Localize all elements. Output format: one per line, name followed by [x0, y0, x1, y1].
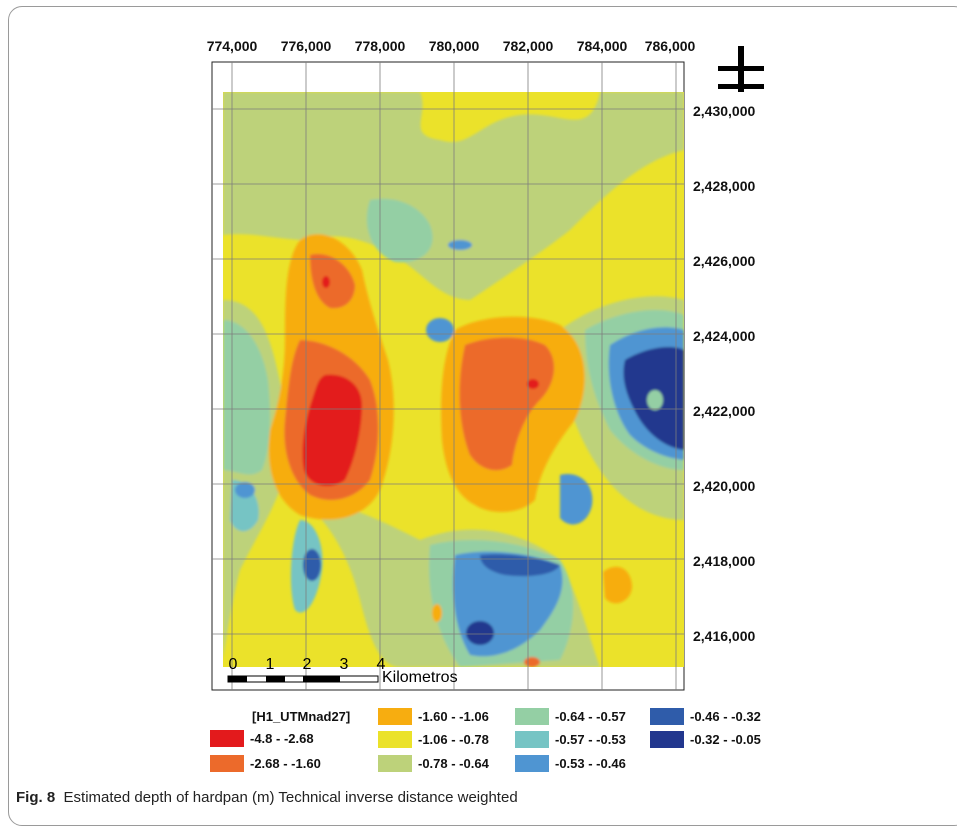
figure-label: Fig. 8 [16, 789, 56, 806]
zone-blue-spot-1 [426, 318, 454, 342]
scale-tick-2: 2 [303, 656, 312, 673]
x-tick-label: 786,000 [644, 38, 696, 54]
graticule [212, 62, 684, 690]
y-tick-label: 2,420,000 [693, 478, 756, 494]
zone-redorange-west [310, 254, 355, 309]
zone-redorange-center [459, 337, 555, 471]
legend-label: -0.46 - -0.32 [690, 709, 761, 724]
legend-swatch [210, 730, 244, 747]
legend-swatch [210, 755, 244, 772]
zone-red-spot-1 [322, 276, 330, 288]
legend-swatch [650, 731, 684, 748]
legend-label: -2.68 - -1.60 [250, 756, 321, 771]
legend-label: -0.64 - -0.57 [555, 709, 626, 724]
zone-orange-small-2 [524, 657, 540, 667]
scale-unit: Kilometros [382, 669, 458, 686]
legend-swatch [378, 755, 412, 772]
zone-orange-east-spot [603, 566, 633, 604]
scale-tick-4: 4 [377, 656, 386, 673]
x-tick-label: 774,000 [206, 38, 258, 54]
legend-label: -1.60 - -1.06 [418, 709, 489, 724]
zone-teal-north [366, 198, 433, 263]
y-tick-label: 2,422,000 [693, 403, 756, 419]
y-tick-label: 2,418,000 [693, 553, 756, 569]
scale-bar [227, 675, 379, 683]
y-tick-label: 2,430,000 [693, 103, 756, 119]
zone-darkblue-south-2 [480, 554, 560, 577]
legend-item: -0.78 - -0.64 [378, 755, 489, 772]
zone-teal-west [223, 320, 270, 475]
zone-blue-center [560, 474, 593, 525]
x-tick-label: 778,000 [354, 38, 406, 54]
legend-item: -1.06 - -0.78 [378, 731, 489, 748]
legend-swatch [378, 731, 412, 748]
legend-swatch [378, 708, 412, 725]
legend-item: -0.57 - -0.53 [515, 731, 626, 748]
north-arrow-cross-icon [718, 46, 764, 92]
zone-darkblue-south-1 [466, 621, 494, 645]
legend-label: -0.32 - -0.05 [690, 732, 761, 747]
legend-swatch [515, 708, 549, 725]
legend-item: -4.8 - -2.68 [210, 730, 314, 747]
x-tick-label: 784,000 [576, 38, 628, 54]
y-tick-label: 2,428,000 [693, 178, 756, 194]
scale-tick-3: 3 [340, 656, 349, 673]
y-tick-label: 2,416,000 [693, 628, 756, 644]
legend-title: [H1_UTMnad27] [252, 709, 351, 724]
zone-red-west [302, 374, 362, 486]
legend-item: -0.53 - -0.46 [515, 755, 626, 772]
legend-label: -0.53 - -0.46 [555, 756, 626, 771]
zone-blue-spot-3 [235, 482, 255, 498]
x-tick-label: 780,000 [428, 38, 480, 54]
legend-swatch [515, 731, 549, 748]
legend-item: -1.60 - -1.06 [378, 708, 489, 725]
zone-green-north [223, 92, 684, 300]
legend-item: -0.32 - -0.05 [650, 731, 761, 748]
zone-bluegrey-spot [647, 390, 663, 410]
scale-tick-1: 1 [266, 656, 275, 673]
x-tick-label: 782,000 [502, 38, 554, 54]
legend-label: -4.8 - -2.68 [250, 731, 314, 746]
figure-caption-text: Estimated depth of hardpan (m) Technical… [63, 789, 518, 806]
zone-orange-small [432, 604, 442, 622]
scale-tick-0: 0 [229, 656, 238, 673]
depth-raster [223, 92, 684, 667]
legend-item: -0.46 - -0.32 [650, 708, 761, 725]
zone-red-spot-2 [527, 379, 539, 389]
legend-label: -1.06 - -0.78 [418, 732, 489, 747]
zone-blue-spot-4 [303, 549, 321, 581]
depth-map: 0 1 2 3 4 Kilometros [211, 46, 764, 691]
legend-label: -0.78 - -0.64 [418, 756, 489, 771]
y-tick-label: 2,426,000 [693, 253, 756, 269]
legend-item: -2.68 - -1.60 [210, 755, 321, 772]
legend-swatch [650, 708, 684, 725]
legend-label: -0.57 - -0.53 [555, 732, 626, 747]
x-tick-label: 776,000 [280, 38, 332, 54]
figure-caption: Fig. 8 Estimated depth of hardpan (m) Te… [16, 789, 518, 806]
zone-blue-spot-2 [448, 240, 472, 250]
y-tick-label: 2,424,000 [693, 328, 756, 344]
legend-item: -0.64 - -0.57 [515, 708, 626, 725]
map-panel: 0 1 2 3 4 Kilometros 774,000 776,000 778… [206, 38, 764, 691]
legend-swatch [515, 755, 549, 772]
